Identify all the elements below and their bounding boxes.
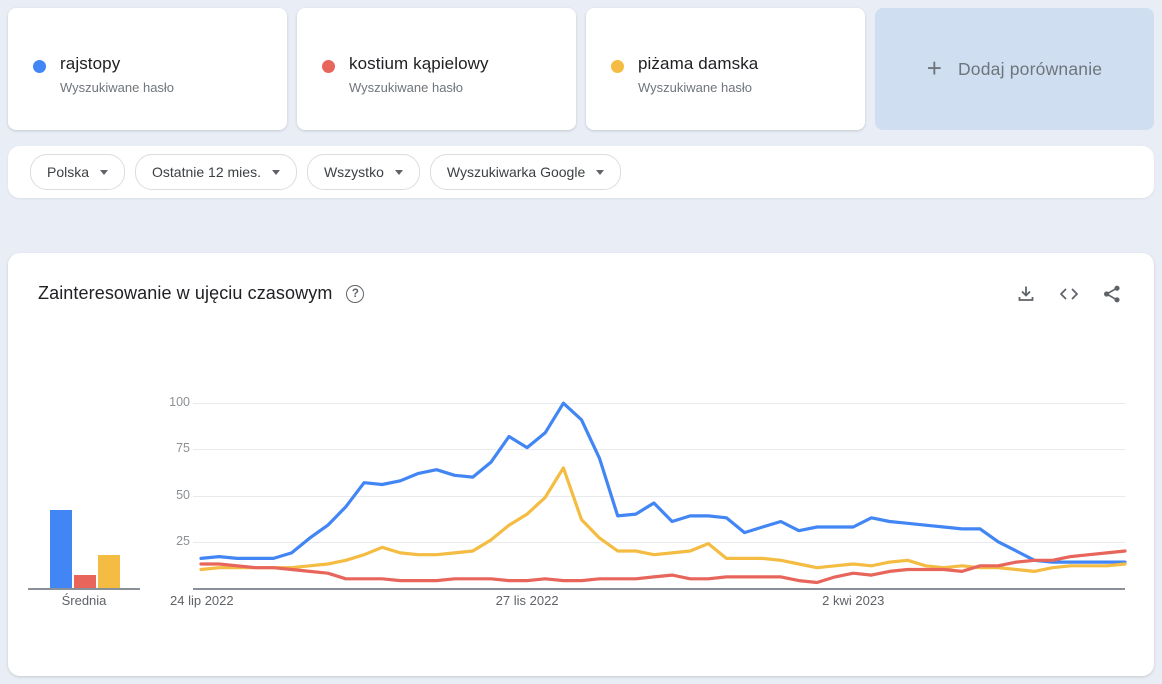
chevron-down-icon [394,169,403,175]
filter-bar: Polska Ostatnie 12 mies. Wszystko Wyszuk… [8,146,1154,198]
y-axis-tick-25: 25 [176,533,190,548]
filter-searchtype-value: Wyszukiwarka Google [446,164,586,180]
filter-category-value: Wszystko [323,164,384,180]
chevron-down-icon [271,169,280,175]
average-bar-piżama-damska[interactable] [98,554,120,588]
trend-lines-plot[interactable] [199,378,1127,592]
trend-line-rajstopy [199,401,1127,564]
term-card-pizama-damska[interactable]: piżama damska Wyszukiwane hasło [586,8,865,130]
term-card-kostium-kapielowy[interactable]: kostium kąpielowy Wyszukiwane hasło [297,8,576,130]
gridline-75 [193,449,1125,451]
help-icon[interactable]: ? [346,284,365,303]
download-icon[interactable] [1016,284,1036,304]
chart-actions [1016,284,1122,304]
x-axis-baseline [193,588,1125,590]
add-comparison-button[interactable]: + Dodaj porównanie [875,8,1154,130]
y-axis-tick-100: 100 [169,395,190,410]
filter-region-value: Polska [47,164,90,180]
filter-timerange-value: Ostatnie 12 mies. [152,164,261,180]
filter-region-dropdown[interactable]: Polska [30,154,126,190]
series-color-dot-blue [33,60,46,73]
y-axis-tick-50: 50 [176,487,190,502]
filter-searchtype-dropdown[interactable]: Wyszukiwarka Google [429,154,622,190]
comparison-cards-row: rajstopy Wyszukiwane hasło kostium kąpie… [0,0,1162,130]
term-label: rajstopy [60,54,121,73]
chart-header: Zainteresowanie w ujęciu czasowym ? [8,253,1154,304]
gridline-100 [193,403,1125,405]
filter-category-dropdown[interactable]: Wszystko [306,154,420,190]
chart-area: Średnia 25 50 75 100 24 lip 2022 27 lis 2022 2… [8,378,1154,638]
term-type-label: Wyszukiwane hasło [60,80,175,95]
average-bar-kostium-kąpielowy[interactable] [74,575,96,588]
gridline-50 [193,495,1125,497]
series-color-dot-yellow [611,60,624,73]
term-type-label: Wyszukiwane hasło [349,80,464,95]
average-axis-label: Średnia [61,593,107,608]
chevron-down-icon [596,169,605,175]
average-bar-rajstopy[interactable] [50,510,72,588]
x-axis-label-2: 27 lis 2022 [495,593,559,608]
chart-title: Zainteresowanie w ujęciu czasowym [38,283,333,303]
x-axis-label-3: 2 kwi 2023 [822,593,885,608]
series-color-dot-red [322,60,335,73]
embed-code-icon[interactable] [1058,284,1080,304]
term-label: kostium kąpielowy [349,54,489,73]
filter-timerange-dropdown[interactable]: Ostatnie 12 mies. [135,154,297,190]
share-icon[interactable] [1102,284,1122,304]
interest-over-time-card: Zainteresowanie w ujęciu czasowym ? [8,253,1154,676]
x-axis-label-1: 24 lip 2022 [170,593,234,608]
y-axis-tick-75: 75 [176,441,190,456]
term-type-label: Wyszukiwane hasło [638,80,753,95]
trend-line-kostium-kąpielowy [199,549,1127,585]
gridline-25 [193,541,1125,543]
average-baseline [28,588,140,590]
term-card-rajstopy[interactable]: rajstopy Wyszukiwane hasło [8,8,287,130]
add-comparison-label: Dodaj porównanie [957,58,1103,79]
plus-icon: + [926,53,942,83]
trend-line-piżama-damska [199,466,1127,573]
term-label: piżama damska [638,54,759,73]
chevron-down-icon [100,169,109,175]
